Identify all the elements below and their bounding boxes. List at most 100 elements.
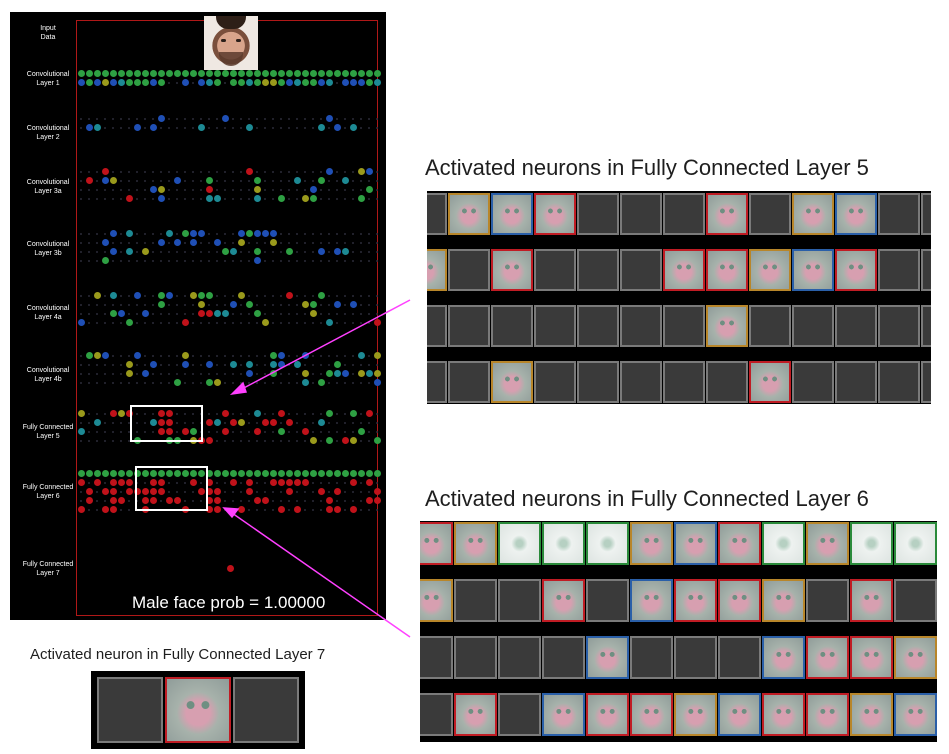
fc5-tile[interactable] [792, 305, 834, 347]
fc6-tile[interactable] [542, 522, 585, 565]
fc6-tile[interactable] [542, 579, 585, 622]
fc5-tile[interactable] [620, 361, 662, 403]
fc5-tile[interactable] [749, 305, 791, 347]
fc6-tile[interactable] [630, 522, 673, 565]
fc5-tile[interactable] [921, 193, 931, 235]
fc5-tile[interactable] [792, 361, 834, 403]
fc5-selection-box[interactable] [130, 405, 203, 442]
fc5-tile[interactable] [706, 305, 748, 347]
fc6-tile[interactable] [674, 579, 717, 622]
fc6-tile[interactable] [586, 636, 629, 679]
fc5-tile[interactable] [448, 361, 490, 403]
fc5-tile[interactable] [491, 249, 533, 291]
fc6-tile[interactable] [762, 636, 805, 679]
fc6-tile[interactable] [630, 579, 673, 622]
fc6-tile[interactable] [420, 579, 453, 622]
fc6-tile[interactable] [674, 693, 717, 736]
fc6-tile[interactable] [762, 522, 805, 565]
fc5-tile[interactable] [577, 361, 619, 403]
fc5-tile[interactable] [620, 193, 662, 235]
fc5-tile[interactable] [534, 249, 576, 291]
fc5-tile[interactable] [749, 193, 791, 235]
fc5-tile[interactable] [835, 361, 877, 403]
fc5-tile[interactable] [835, 249, 877, 291]
fc6-tile[interactable] [454, 579, 497, 622]
fc6-tile[interactable] [806, 522, 849, 565]
fc5-tile[interactable] [706, 193, 748, 235]
fc6-tile[interactable] [718, 636, 761, 679]
fc6-tile[interactable] [850, 579, 893, 622]
fc5-tile[interactable] [835, 193, 877, 235]
fc6-tile[interactable] [850, 636, 893, 679]
fc5-tile[interactable] [448, 249, 490, 291]
fc6-tile[interactable] [674, 522, 717, 565]
fc5-tile[interactable] [620, 249, 662, 291]
fc5-tile[interactable] [878, 193, 920, 235]
fc6-tile[interactable] [420, 693, 453, 736]
fc6-tile[interactable] [454, 693, 497, 736]
fc5-tile[interactable] [878, 249, 920, 291]
fc5-tile[interactable] [792, 193, 834, 235]
fc6-tile[interactable] [894, 579, 937, 622]
fc6-tile[interactable] [498, 693, 541, 736]
fc5-tile[interactable] [749, 249, 791, 291]
fc6-tile[interactable] [850, 693, 893, 736]
fc5-tile[interactable] [427, 193, 447, 235]
fc6-tile[interactable] [718, 693, 761, 736]
fc6-tile[interactable] [894, 693, 937, 736]
fc6-tile[interactable] [630, 693, 673, 736]
fc5-tile[interactable] [921, 361, 931, 403]
fc6-tile[interactable] [586, 522, 629, 565]
fc5-tile[interactable] [427, 305, 447, 347]
fc5-tile[interactable] [749, 361, 791, 403]
fc6-tile[interactable] [894, 522, 937, 565]
fc5-tile[interactable] [706, 249, 748, 291]
fc5-tile[interactable] [663, 193, 705, 235]
fc5-tile[interactable] [577, 249, 619, 291]
fc5-tile[interactable] [878, 361, 920, 403]
fc5-tile[interactable] [663, 361, 705, 403]
fc5-tile[interactable] [921, 305, 931, 347]
fc5-tile[interactable] [427, 249, 447, 291]
fc5-tile[interactable] [491, 361, 533, 403]
fc6-tile[interactable] [630, 636, 673, 679]
fc5-tile[interactable] [491, 305, 533, 347]
fc6-tile[interactable] [498, 522, 541, 565]
fc5-tile[interactable] [577, 305, 619, 347]
fc5-tile[interactable] [534, 193, 576, 235]
fc7-tile[interactable] [97, 677, 163, 743]
fc5-tile[interactable] [706, 361, 748, 403]
fc6-tile[interactable] [718, 579, 761, 622]
fc6-tile[interactable] [498, 579, 541, 622]
fc6-tile[interactable] [454, 636, 497, 679]
fc6-tile[interactable] [762, 579, 805, 622]
fc6-tile[interactable] [498, 636, 541, 679]
fc5-tile[interactable] [577, 193, 619, 235]
fc6-tile[interactable] [674, 636, 717, 679]
fc5-tile[interactable] [663, 249, 705, 291]
fc6-tile[interactable] [894, 636, 937, 679]
fc5-tile[interactable] [663, 305, 705, 347]
fc5-tile[interactable] [792, 249, 834, 291]
fc6-tile[interactable] [420, 522, 453, 565]
fc6-tile[interactable] [542, 636, 585, 679]
fc7-tile[interactable] [165, 677, 231, 743]
fc5-tile[interactable] [835, 305, 877, 347]
fc5-tile[interactable] [427, 361, 447, 403]
fc6-tile[interactable] [542, 693, 585, 736]
fc6-selection-box[interactable] [135, 466, 208, 511]
fc6-tile[interactable] [806, 693, 849, 736]
fc5-tile[interactable] [878, 305, 920, 347]
fc6-tile[interactable] [718, 522, 761, 565]
fc5-tile[interactable] [620, 305, 662, 347]
fc5-tile[interactable] [448, 193, 490, 235]
fc6-tile[interactable] [850, 522, 893, 565]
fc6-tile[interactable] [806, 636, 849, 679]
fc5-tile[interactable] [534, 361, 576, 403]
fc6-tile[interactable] [586, 693, 629, 736]
fc5-tile[interactable] [921, 249, 931, 291]
fc5-tile[interactable] [448, 305, 490, 347]
fc6-tile[interactable] [806, 579, 849, 622]
fc6-tile[interactable] [762, 693, 805, 736]
fc6-tile[interactable] [454, 522, 497, 565]
